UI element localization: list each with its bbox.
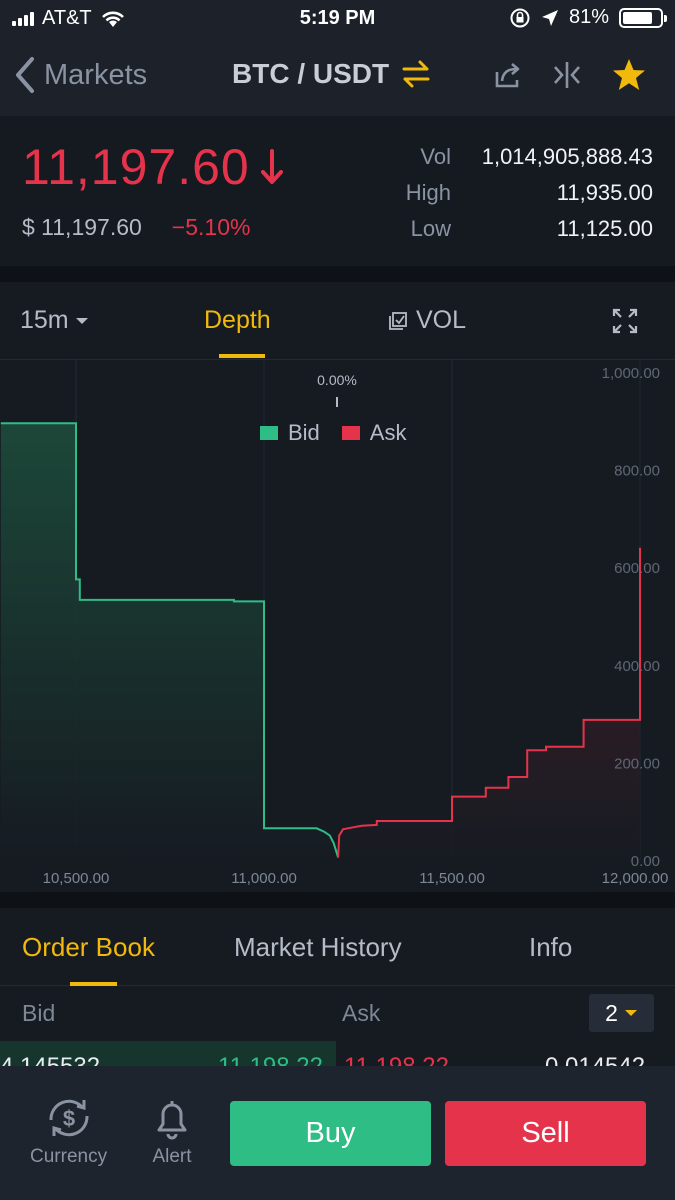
stat-value: 1,014,905,888.43 <box>481 144 653 169</box>
tab-order-book[interactable]: Order Book <box>22 932 155 962</box>
wifi-icon <box>101 11 124 27</box>
stat-value: 11,935.00 <box>556 180 653 205</box>
stats-list: Vol 1,014,905,888.43 High 11,935.00 Low 11,… <box>381 144 653 252</box>
nav-bar: Markets BTC / USDT <box>0 38 675 116</box>
x-tick-label: 12,000.00 <box>602 870 669 887</box>
y-tick-label: 400.00 <box>614 658 660 675</box>
orientation-lock-icon <box>510 8 530 27</box>
pair-title: BTC / USDT <box>232 58 390 89</box>
usd-price: $ 11,197.60 <box>22 214 142 240</box>
battery-percent: 81% <box>568 6 609 28</box>
legend-bid: Bid <box>260 420 320 446</box>
y-tick-label: 800.00 <box>614 463 660 480</box>
sell-button[interactable]: Sell <box>445 1101 646 1166</box>
x-tick-label: 11,500.00 <box>419 870 485 887</box>
vol-label: VOL <box>416 306 467 334</box>
bid-header: Bid <box>22 1000 56 1026</box>
signal-icon <box>12 11 34 26</box>
carrier: AT&T <box>12 7 126 30</box>
last-price: 11,197.60 <box>22 138 284 196</box>
stat-label: Low <box>410 216 451 241</box>
currency-exchange-icon: $ <box>49 1099 89 1137</box>
order-book-header: Bid Ask 2 <box>0 986 675 1041</box>
bottom-action-bar: $ Currency Alert Buy Sell <box>0 1066 675 1200</box>
y-tick-label: 600.00 <box>614 560 660 577</box>
chart-legend: Bid Ask <box>260 420 406 446</box>
clock: 5:19 PM <box>299 7 376 29</box>
active-tab-indicator <box>70 982 117 986</box>
legend-bid-label: Bid <box>288 420 320 445</box>
favorite-star-icon[interactable] <box>611 58 647 92</box>
section-divider <box>0 266 675 282</box>
carrier-name: AT&T <box>42 7 92 29</box>
stat-row: High 11,935.00 <box>381 180 653 216</box>
bid-swatch <box>260 426 278 440</box>
tab-depth[interactable]: Depth <box>204 306 271 334</box>
checkbox-icon <box>389 311 407 330</box>
x-tick-label: 10,500.00 <box>43 870 110 887</box>
tab-market-history[interactable]: Market History <box>234 932 402 962</box>
back-label: Markets <box>44 58 148 91</box>
alert-label: Alert <box>152 1146 192 1167</box>
currency-button[interactable]: $ Currency <box>30 1096 107 1168</box>
depth-chart[interactable]: 10,500.00 11,000.00 11,500.00 12,000.00 1,00… <box>0 360 675 892</box>
stat-label: High <box>405 180 451 205</box>
stat-label: Vol <box>420 144 451 169</box>
bid-line <box>0 422 340 858</box>
chevron-left-icon <box>16 57 34 93</box>
interval-label: 15m <box>20 306 69 334</box>
battery-icon <box>619 7 667 28</box>
last-price-value: 11,197.60 <box>22 139 250 195</box>
y-tick-label: 0.00 <box>631 853 660 870</box>
arrow-down-icon <box>260 149 283 184</box>
section-divider <box>0 892 675 908</box>
share-icon[interactable] <box>493 60 523 90</box>
location-icon <box>541 9 558 26</box>
x-tick-label: 11,000.00 <box>231 870 297 887</box>
interval-selector[interactable]: 15m <box>20 306 89 335</box>
precision-value: 2 <box>605 999 618 1026</box>
bell-icon <box>157 1101 187 1140</box>
pair-selector[interactable]: BTC / USDT <box>232 58 431 90</box>
chart-tabs: 15m Depth VOL <box>0 282 675 360</box>
ask-area <box>338 547 640 860</box>
alert-button[interactable]: Alert <box>150 1096 194 1168</box>
status-bar: AT&T 5:19 PM 81% <box>0 0 675 38</box>
caret-down-icon <box>75 317 88 324</box>
y-tick-label: 200.00 <box>614 755 660 772</box>
back-button[interactable]: Markets <box>14 56 147 94</box>
legend-ask: Ask <box>341 420 407 446</box>
order-tabs: Order Book Market History Info <box>0 908 675 986</box>
precision-selector[interactable]: 2 <box>589 994 654 1032</box>
y-tick-label: 1,000.00 <box>602 365 660 382</box>
ticker-panel: 11,197.60 $ 11,197.60 −5.10% Vol 1,014,90… <box>0 116 675 266</box>
svg-text:$: $ <box>62 1106 74 1131</box>
caret-down-icon <box>624 1010 637 1016</box>
currency-label: Currency <box>30 1146 108 1167</box>
change-percent: −5.10% <box>171 214 251 240</box>
mid-price-tick <box>336 397 338 407</box>
mid-price-label: 0.00% <box>317 372 357 388</box>
stat-row: Low 11,125.00 <box>381 216 653 252</box>
stat-value: 11,125.00 <box>556 216 653 241</box>
compare-icon[interactable] <box>551 60 583 90</box>
tab-vol[interactable]: VOL <box>388 306 466 335</box>
ask-header: Ask <box>342 1000 381 1026</box>
bid-area <box>0 423 339 860</box>
ask-swatch <box>341 426 360 440</box>
active-tab-indicator <box>219 354 265 358</box>
stat-row: Vol 1,014,905,888.43 <box>381 144 653 180</box>
tab-info[interactable]: Info <box>529 932 573 962</box>
fullscreen-icon[interactable] <box>612 308 638 334</box>
ask-line <box>337 547 641 858</box>
buy-button[interactable]: Buy <box>230 1101 431 1166</box>
legend-ask-label: Ask <box>369 420 407 445</box>
swap-arrows-icon <box>402 60 430 88</box>
depth-chart-svg: 10,500.00 11,000.00 11,500.00 12,000.00 1,00… <box>0 360 669 887</box>
